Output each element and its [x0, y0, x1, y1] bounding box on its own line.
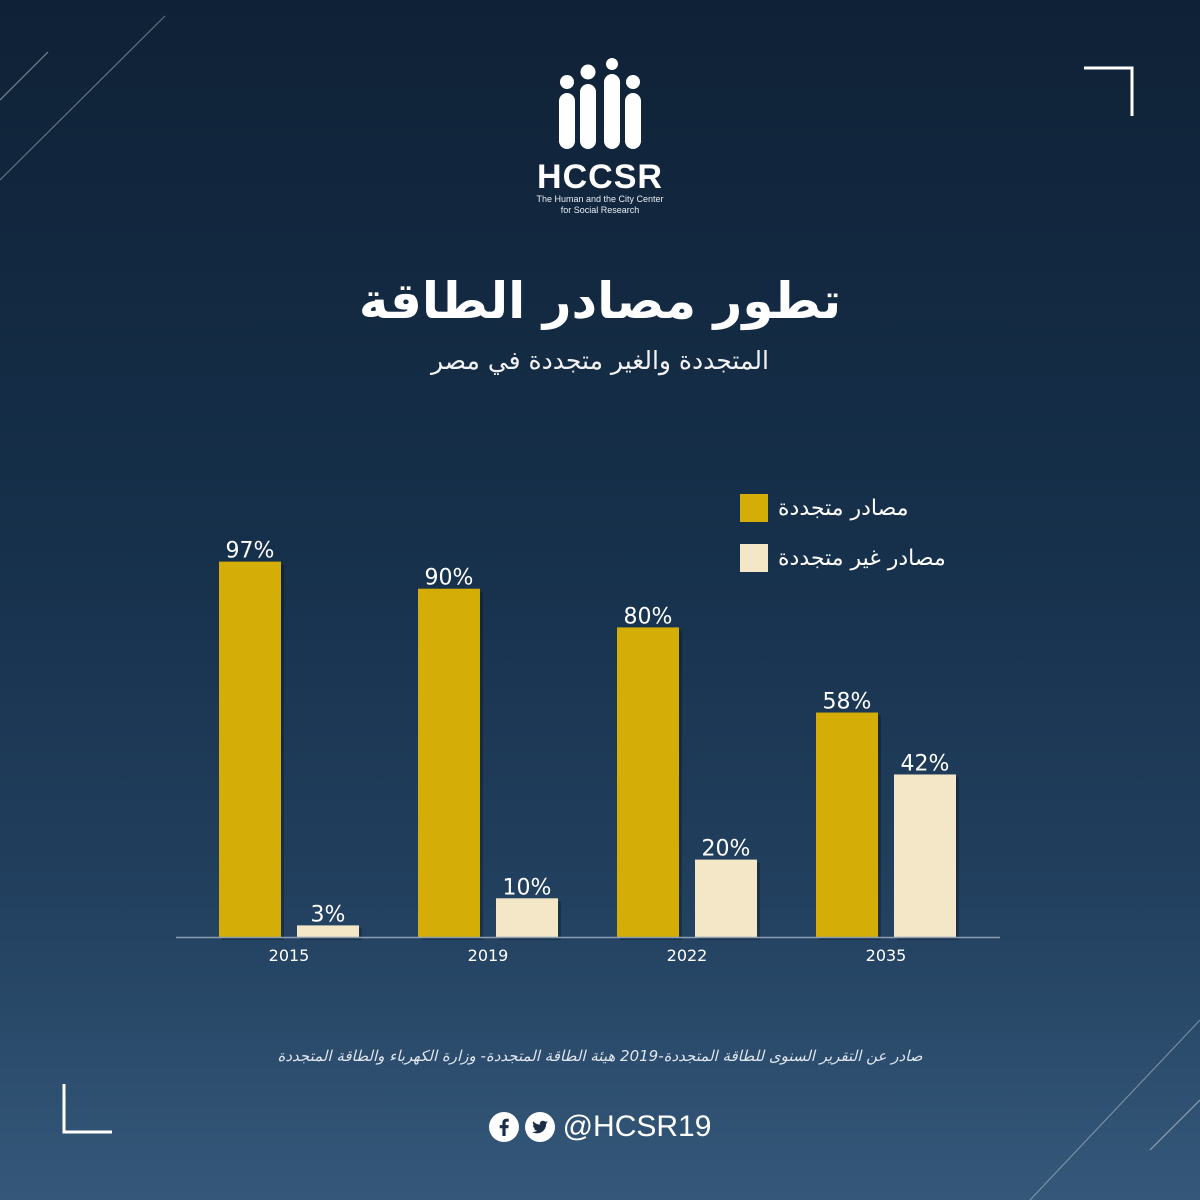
bar-non-renewable-2019 — [496, 898, 558, 937]
social-handle-bar: @HCSR19 — [0, 1110, 1200, 1144]
logo-tagline-line-1: The Human and the City Center — [536, 194, 664, 204]
bar-non-renewable-2035 — [894, 774, 956, 937]
data-label: 3% — [311, 902, 346, 927]
data-label: 42% — [901, 751, 950, 776]
decorative-diagonal-line — [0, 51, 49, 101]
decorative-diagonal-line — [1029, 1019, 1200, 1200]
data-label: 90% — [425, 566, 474, 591]
legend-swatch-renewable — [740, 494, 768, 522]
logo: HCCSR The Human and the City Center for … — [530, 58, 670, 216]
social-handle[interactable]: @HCSR19 — [562, 1110, 712, 1143]
twitter-icon[interactable] — [524, 1112, 555, 1142]
bar-renewable-2015 — [219, 561, 281, 937]
logo-name: HCCSR — [537, 158, 663, 196]
x-tick-label: 2022 — [667, 946, 708, 965]
chart-legend: مصادر متجددة مصادر غير متجددة — [740, 492, 1000, 592]
bar-renewable-2035 — [816, 712, 878, 937]
legend-item-non-renewable: مصادر غير متجددة — [740, 542, 1000, 574]
page-title: تطور مصادر الطاقة — [358, 272, 842, 330]
bar-renewable-2022 — [617, 627, 679, 937]
data-label: 58% — [823, 690, 872, 715]
corner-bracket-bottom-left — [62, 1084, 112, 1134]
bar-non-renewable-2015 — [297, 925, 359, 937]
x-tick-label: 2015 — [269, 946, 310, 965]
legend-label-non-renewable: مصادر غير متجددة — [778, 545, 946, 571]
data-label: 10% — [503, 875, 552, 900]
legend-label-renewable: مصادر متجددة — [778, 495, 909, 521]
page-subtitle: المتجددة والغير متجددة في مصر — [431, 346, 769, 375]
facebook-icon[interactable] — [488, 1112, 519, 1142]
corner-bracket-top-right — [1084, 66, 1134, 116]
decorative-diagonal-line — [0, 15, 166, 181]
bar-non-renewable-2022 — [695, 859, 757, 937]
data-label: 20% — [702, 837, 751, 862]
logo-figures-icon — [559, 58, 641, 149]
legend-item-renewable: مصادر متجددة — [740, 492, 1000, 524]
bar-renewable-2019 — [418, 588, 480, 937]
legend-swatch-non-renewable — [740, 544, 768, 572]
source-note: صادر عن التقرير السنوى للطاقة المتجددة-2… — [277, 1047, 923, 1065]
data-label: 80% — [624, 604, 673, 629]
x-tick-label: 2019 — [468, 946, 509, 965]
x-tick-label: 2035 — [866, 946, 907, 965]
decorative-diagonal-line — [1149, 1099, 1200, 1151]
data-label: 97% — [226, 539, 275, 564]
logo-tagline-line-2: for Social Research — [560, 205, 640, 215]
